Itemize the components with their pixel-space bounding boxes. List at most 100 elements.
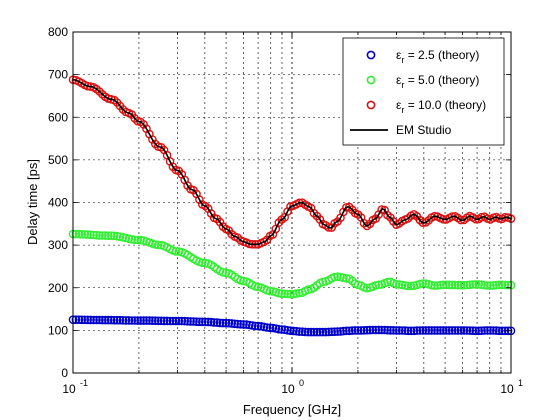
data-point (303, 285, 313, 294)
data-point (441, 280, 451, 290)
data-point (118, 315, 128, 325)
data-point (294, 288, 304, 298)
data-point (327, 327, 337, 337)
data-point (383, 325, 392, 335)
data-point (330, 327, 339, 337)
series-1 (68, 315, 516, 337)
y-tick-label: 100 (48, 323, 68, 337)
data-point (356, 326, 366, 335)
data-point (392, 326, 401, 335)
data-point (197, 317, 207, 327)
data-point (168, 316, 178, 326)
data-point (342, 326, 351, 336)
data-point (186, 317, 195, 326)
data-point (397, 326, 407, 335)
data-point (121, 316, 131, 325)
data-point (392, 279, 401, 289)
em-studio-line (72, 78, 512, 246)
data-point (221, 318, 231, 328)
data-point (500, 280, 510, 290)
data-point (330, 272, 339, 282)
legend-label: εr = 5.0 (theory) (396, 73, 479, 90)
data-point (474, 326, 484, 336)
data-point (300, 327, 310, 337)
data-point (104, 231, 113, 240)
y-tick-label: 0 (61, 366, 68, 380)
data-point (500, 326, 510, 336)
data-point (371, 325, 381, 335)
data-point (374, 325, 384, 335)
data-point (497, 280, 507, 290)
data-point (292, 326, 301, 336)
data-point (109, 231, 119, 241)
x-tick-exponent: -1 (80, 378, 88, 388)
data-point (253, 321, 263, 331)
data-point (153, 240, 163, 250)
data-point (145, 316, 154, 325)
y-tick-label: 400 (48, 196, 68, 210)
x-tick-label: 10 (500, 382, 514, 396)
data-point (306, 327, 316, 337)
data-point (101, 315, 110, 325)
data-point (89, 315, 98, 325)
data-point (344, 326, 354, 336)
data-point (197, 258, 207, 268)
data-point (218, 318, 228, 328)
data-point (474, 280, 484, 289)
data-point (80, 315, 90, 325)
legend-box (342, 37, 505, 146)
data-point (444, 280, 454, 290)
series-3 (68, 75, 516, 249)
data-point (483, 326, 492, 335)
data-point (136, 316, 145, 325)
data-point (250, 321, 260, 331)
data-point (456, 326, 466, 335)
data-point (283, 325, 292, 335)
data-point (206, 317, 216, 327)
data-point (450, 280, 460, 290)
data-point (486, 326, 495, 335)
data-point (468, 326, 478, 336)
data-point (409, 326, 419, 336)
data-point (106, 315, 116, 325)
data-point (441, 326, 451, 335)
data-point (124, 316, 134, 325)
data-point (215, 318, 225, 328)
data-point (180, 316, 189, 326)
data-point (309, 327, 319, 337)
legend-label: εr = 10.0 (theory) (396, 98, 486, 115)
data-point (489, 326, 498, 335)
data-point (333, 327, 342, 336)
data-point (494, 280, 504, 290)
data-point (189, 317, 198, 326)
data-point (165, 316, 175, 326)
data-point (133, 316, 142, 325)
data-series (68, 75, 516, 337)
data-point (159, 316, 169, 326)
data-point (74, 229, 84, 239)
data-point (453, 280, 463, 290)
data-point (480, 280, 489, 290)
data-point (262, 323, 272, 332)
data-point (403, 326, 413, 336)
data-point (462, 280, 472, 290)
data-point (483, 281, 492, 290)
data-point (265, 323, 275, 333)
y-tick-label: 700 (48, 68, 68, 82)
data-point (177, 316, 187, 326)
data-point (156, 316, 166, 326)
data-point (412, 326, 422, 335)
data-point (277, 289, 287, 299)
data-point (127, 316, 137, 325)
y-axis-label: Delay time [ps] (25, 159, 40, 245)
data-point (280, 289, 290, 299)
y-tick-label: 200 (48, 281, 68, 295)
data-point (162, 316, 172, 326)
data-point (324, 327, 334, 337)
data-point (333, 272, 342, 282)
data-point (362, 325, 372, 335)
data-point (312, 327, 322, 337)
data-point (106, 231, 116, 240)
data-point (92, 230, 101, 240)
data-point (112, 315, 122, 325)
